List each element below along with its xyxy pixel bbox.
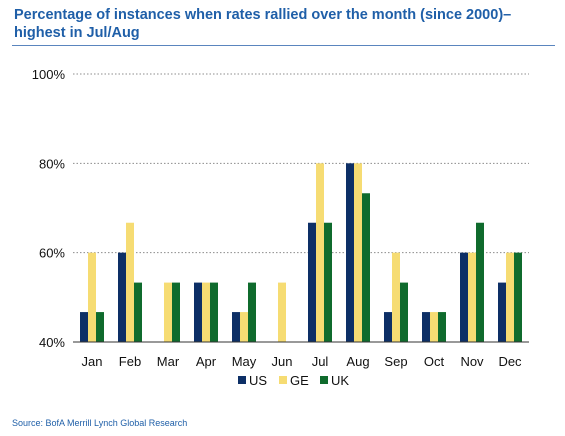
bar-uk-dec xyxy=(514,252,522,342)
bar-us-oct xyxy=(422,312,430,342)
bar-ge-may xyxy=(240,312,248,342)
y-tick-label: 80% xyxy=(39,156,65,171)
x-tick-label: Jan xyxy=(82,354,103,369)
legend-swatch-us xyxy=(238,376,246,384)
legend-swatch-ge xyxy=(279,376,287,384)
bar-us-sep xyxy=(384,312,392,342)
legend-label-ge: GE xyxy=(290,373,309,388)
bar-us-jul xyxy=(308,222,316,342)
bar-ge-mar xyxy=(164,282,172,342)
bar-ge-jul xyxy=(316,163,324,342)
x-tick-label: Aug xyxy=(346,354,369,369)
y-tick-label: 100% xyxy=(32,67,66,82)
bar-ge-oct xyxy=(430,312,438,342)
legend-label-uk: UK xyxy=(331,373,349,388)
gridlines xyxy=(73,73,529,254)
bar-ge-aug xyxy=(354,163,362,342)
bar-ge-jun xyxy=(278,282,286,342)
legend-swatch-uk xyxy=(320,376,328,384)
x-tick-labels: Jan Feb Mar Apr May Jun Jul Aug Sep Oct Nov Dec xyxy=(82,354,523,369)
bar-uk-jan xyxy=(96,312,104,342)
legend-label-us: US xyxy=(249,373,267,388)
bar-ge-jan xyxy=(88,252,96,342)
y-tick-label: 60% xyxy=(39,246,65,261)
x-tick-label: Mar xyxy=(157,354,180,369)
bar-uk-sep xyxy=(400,282,408,342)
bar-ge-apr xyxy=(202,282,210,342)
x-tick-label: Feb xyxy=(119,354,141,369)
bar-uk-nov xyxy=(476,222,484,342)
x-tick-label: Jun xyxy=(272,354,293,369)
bar-uk-feb xyxy=(134,282,142,342)
bar-us-dec xyxy=(498,282,506,342)
x-tick-label: Apr xyxy=(196,354,217,369)
bar-uk-jul xyxy=(324,222,332,342)
bar-us-nov xyxy=(460,252,468,342)
x-tick-label: Jul xyxy=(312,354,329,369)
bars xyxy=(80,163,522,342)
bar-us-may xyxy=(232,312,240,342)
chart-title: Percentage of instances when rates ralli… xyxy=(14,7,512,41)
x-tick-label: May xyxy=(232,354,257,369)
bar-ge-feb xyxy=(126,222,134,342)
bar-ge-nov xyxy=(468,252,476,342)
bar-us-apr xyxy=(194,282,202,342)
x-tick-label: Oct xyxy=(424,354,445,369)
source-note: Source: BofA Merrill Lynch Global Resear… xyxy=(12,418,188,428)
x-tick-label: Dec xyxy=(498,354,522,369)
bar-ge-dec xyxy=(506,252,514,342)
x-tick-label: Sep xyxy=(384,354,407,369)
legend: US GE UK xyxy=(238,373,349,388)
bar-uk-aug xyxy=(362,193,370,342)
bar-uk-oct xyxy=(438,312,446,342)
title-underline xyxy=(12,45,555,46)
y-tick-label: 40% xyxy=(39,335,65,350)
bar-us-feb xyxy=(118,252,126,342)
x-tick-label: Nov xyxy=(460,354,484,369)
y-tick-labels: 40% 60% 80% 100% xyxy=(32,67,66,350)
bar-uk-may xyxy=(248,282,256,342)
bar-uk-apr xyxy=(210,282,218,342)
bar-uk-mar xyxy=(172,282,180,342)
bar-ge-sep xyxy=(392,252,400,342)
bar-us-jan xyxy=(80,312,88,342)
bar-us-aug xyxy=(346,163,354,342)
